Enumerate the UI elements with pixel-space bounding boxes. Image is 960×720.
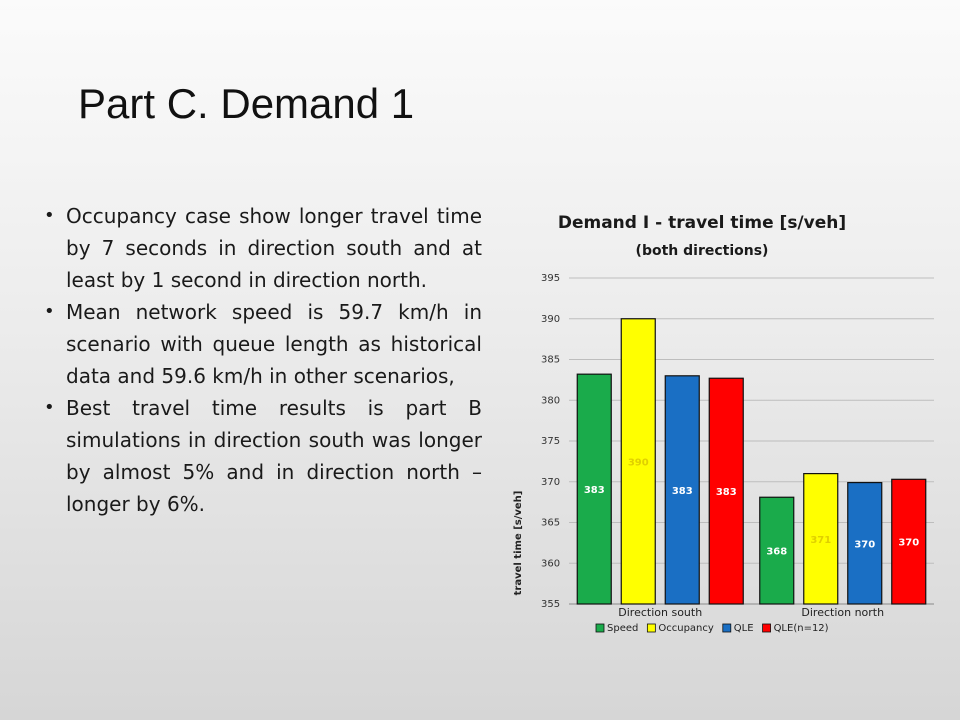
bar-qle-0 — [664, 375, 700, 605]
bar-speed-1 — [759, 496, 795, 605]
bar-qle-n-12--0 — [708, 377, 744, 605]
x-category-label: Direction north — [801, 606, 884, 619]
bullet-text: Mean network speed is 59.7 km/h in scena… — [66, 300, 482, 388]
chart-subtitle: (both directions) — [636, 243, 769, 259]
bar-occupancy-1 — [803, 473, 839, 605]
bullet-text: Occupancy case show longer travel time b… — [66, 204, 482, 292]
legend-label: Occupancy — [658, 623, 714, 634]
bullet-item: • Best travel time results is part B simu… — [44, 392, 482, 520]
legend-swatch — [595, 623, 605, 633]
legend-label: QLE — [734, 623, 754, 634]
y-tick-label: 360 — [541, 558, 560, 569]
bar-speed-0 — [576, 373, 612, 605]
x-category-label: Direction south — [618, 606, 702, 619]
data-label: 383 — [672, 486, 693, 497]
y-tick-label: 385 — [541, 355, 560, 366]
data-label: 370 — [898, 538, 919, 549]
legend-swatch — [762, 623, 771, 633]
y-tick-label: 395 — [541, 273, 560, 284]
data-label: 390 — [628, 457, 649, 468]
bullet-dot: • — [44, 397, 55, 418]
legend-label: QLE(n=12) — [774, 623, 829, 634]
slide-title: Part C. Demand 1 — [78, 80, 415, 127]
y-tick-label: 375 — [541, 436, 560, 447]
bar-chart: Demand I - travel time [s/veh] (both dir… — [513, 213, 934, 634]
bar-qle-n-12--1 — [891, 478, 927, 605]
bullet-item: • Mean network speed is 59.7 km/h in scen… — [44, 296, 482, 392]
chart-title: Demand I - travel time [s/veh] — [558, 213, 846, 233]
data-label: 383 — [716, 487, 737, 498]
bullet-text: Best travel time results is part B simul… — [66, 396, 482, 516]
data-label: 368 — [766, 547, 787, 558]
y-axis-label: travel time [s/veh] — [513, 491, 524, 596]
bullet-dot: • — [44, 301, 55, 322]
legend-swatch — [722, 623, 732, 633]
bullet-list: • Occupancy case show longer travel time … — [44, 200, 482, 520]
y-tick-label: 390 — [541, 314, 560, 325]
chart-container: Demand I - travel time [s/veh] (both dir… — [496, 200, 946, 660]
legend-label: Speed — [607, 623, 638, 634]
bullet-item: • Occupancy case show longer travel time … — [44, 200, 482, 296]
y-tick-label: 380 — [541, 395, 560, 406]
legend-swatch — [646, 623, 656, 633]
y-tick-label: 365 — [541, 518, 560, 529]
y-tick-label: 355 — [541, 599, 560, 610]
bullet-dot: • — [44, 205, 55, 226]
bar-occupancy-0 — [620, 318, 656, 605]
y-tick-label: 370 — [541, 477, 560, 488]
data-label: 383 — [584, 485, 605, 496]
data-label: 371 — [810, 535, 831, 546]
bar-qle-1 — [847, 481, 883, 605]
data-label: 370 — [854, 539, 875, 550]
